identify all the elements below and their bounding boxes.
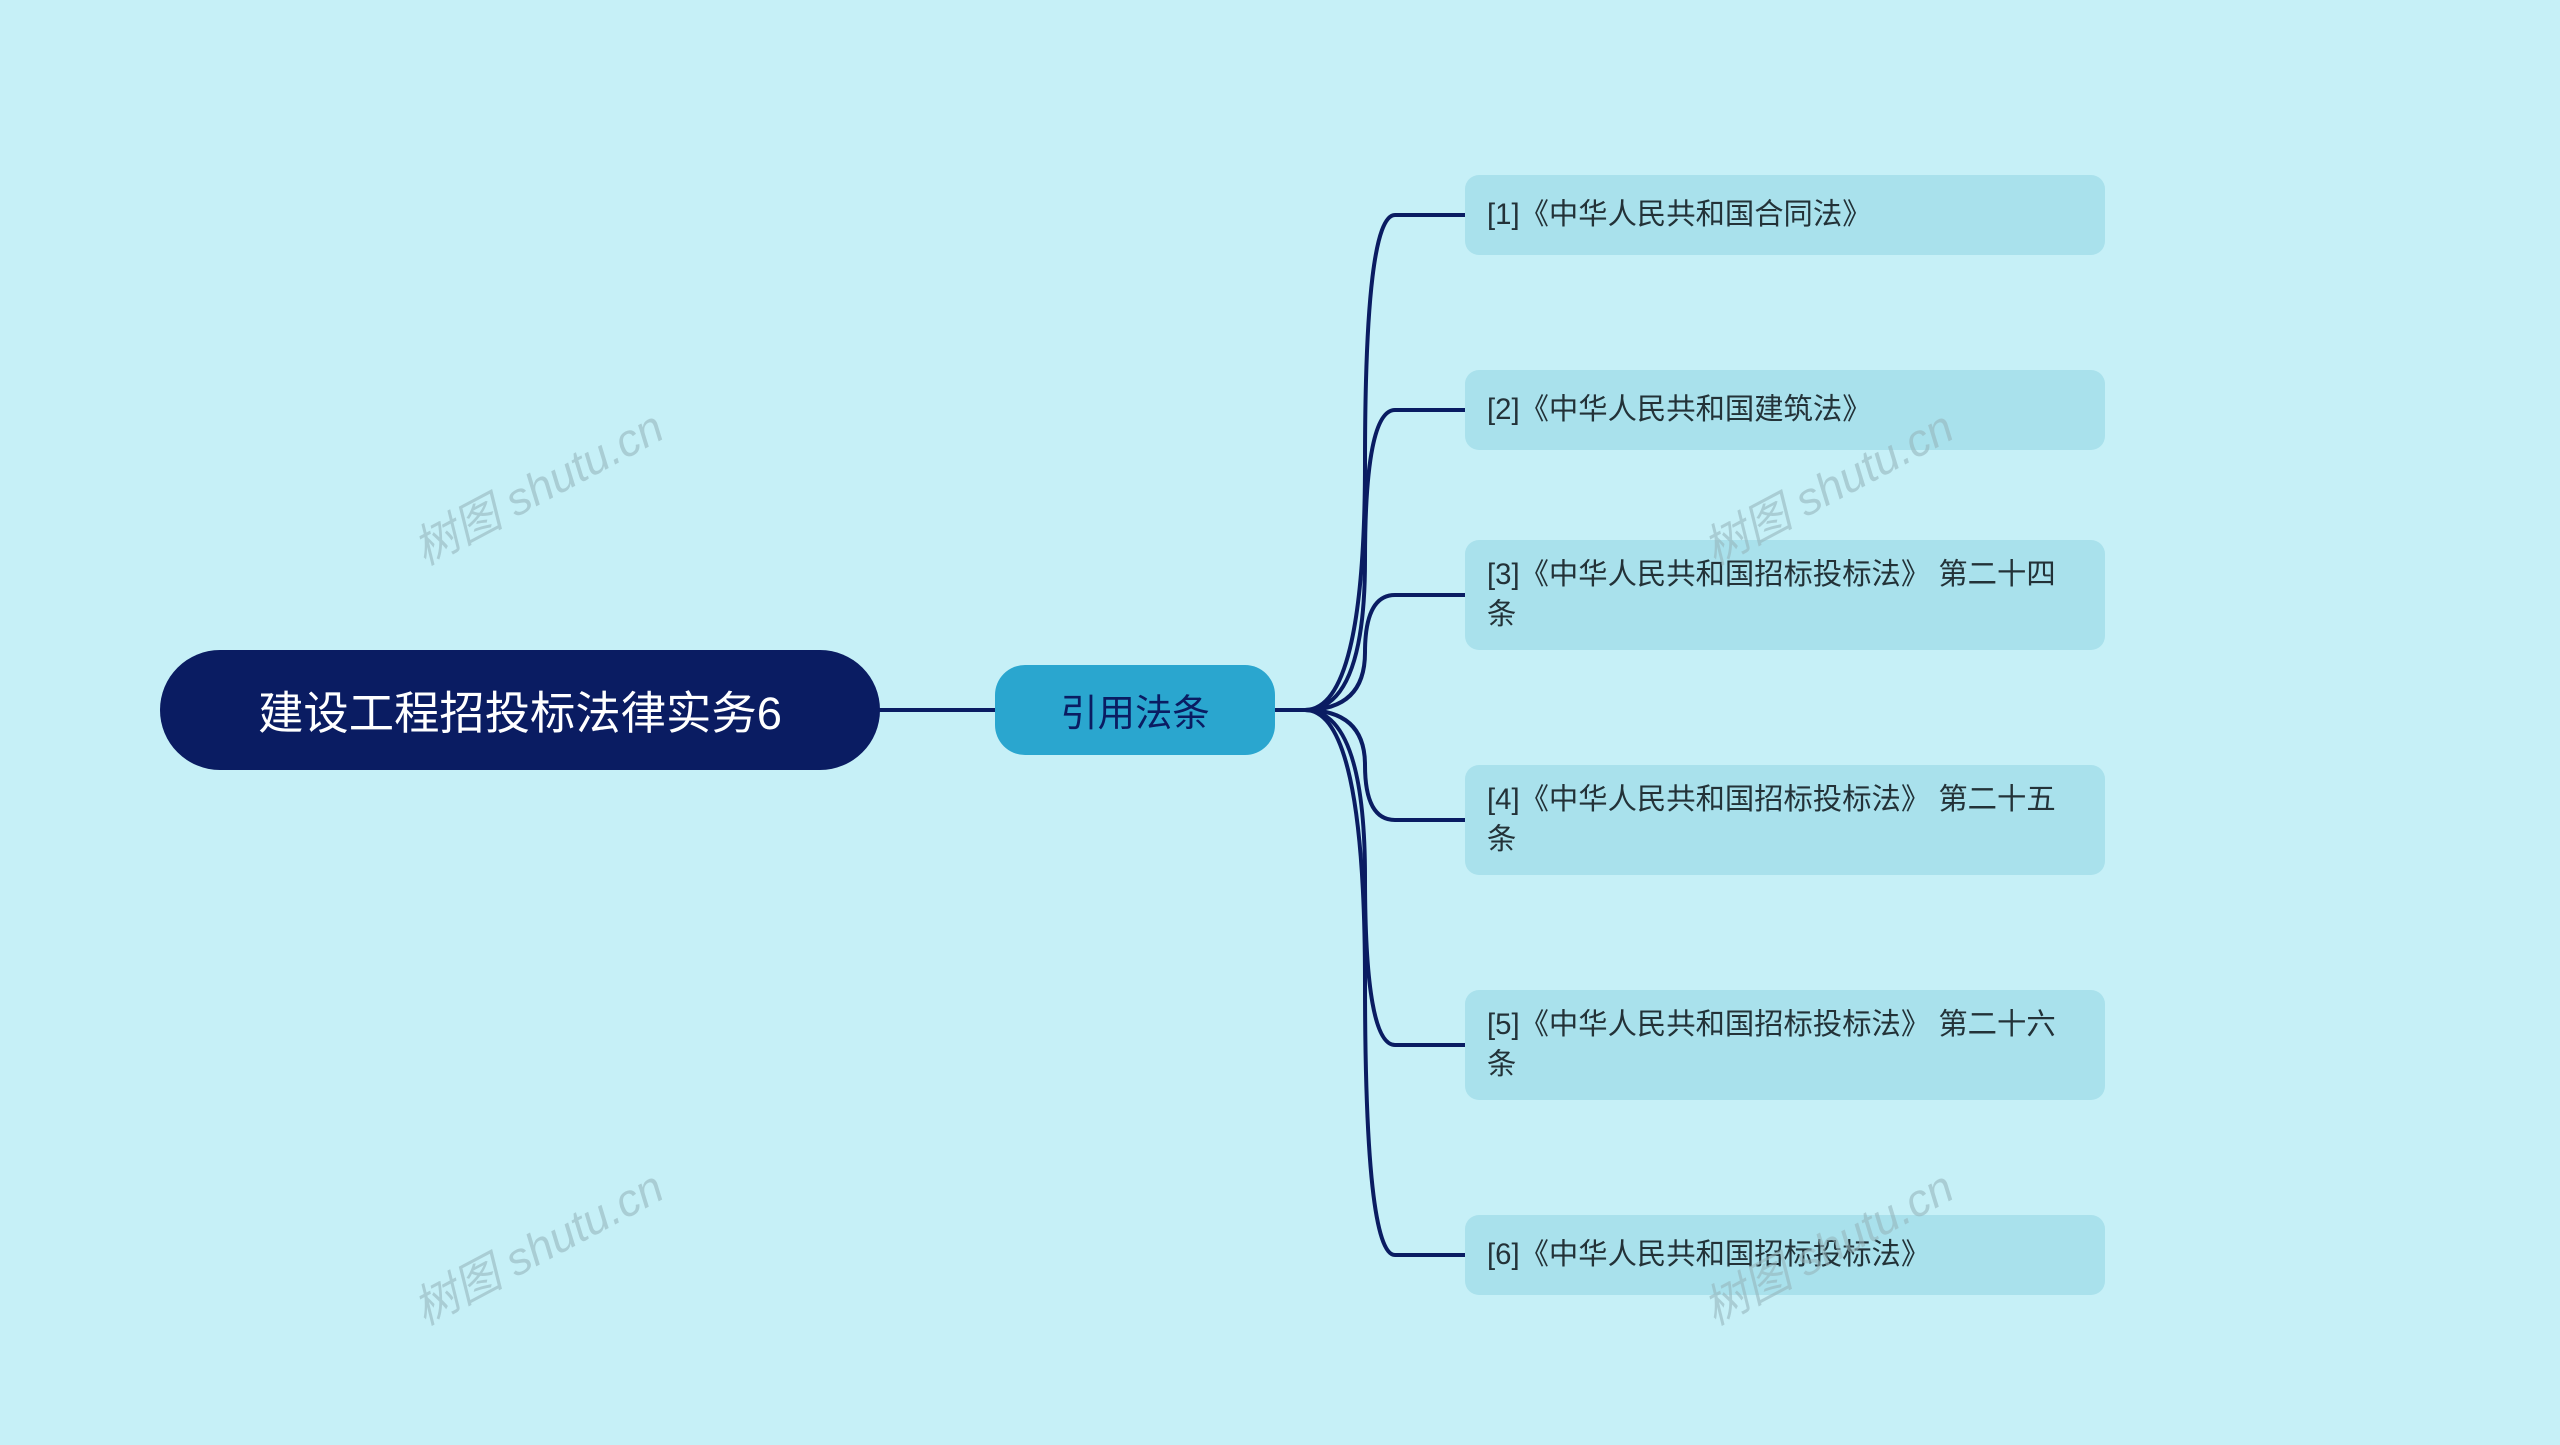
leaf-node-3[interactable]: [3]《中华人民共和国招标投标法》 第二十四条	[1465, 540, 2105, 650]
leaf-node-4[interactable]: [4]《中华人民共和国招标投标法》 第二十五条	[1465, 765, 2105, 875]
mid-node[interactable]: 引用法条	[995, 665, 1275, 755]
leaf-node-6[interactable]: [6]《中华人民共和国招标投标法》	[1465, 1215, 2105, 1295]
leaf-node-1[interactable]: [1]《中华人民共和国合同法》	[1465, 175, 2105, 255]
leaf-label: [4]《中华人民共和国招标投标法》 第二十五条	[1487, 780, 2083, 859]
leaf-label: [5]《中华人民共和国招标投标法》 第二十六条	[1487, 1005, 2083, 1084]
mid-label: 引用法条	[1060, 683, 1209, 737]
leaf-label: [3]《中华人民共和国招标投标法》 第二十四条	[1487, 555, 2083, 634]
leaf-node-5[interactable]: [5]《中华人民共和国招标投标法》 第二十六条	[1465, 990, 2105, 1100]
leaf-label: [1]《中华人民共和国合同法》	[1487, 195, 1872, 235]
mindmap-canvas: 建设工程招投标法律实务6 引用法条 [1]《中华人民共和国合同法》 [2]《中华人…	[0, 0, 2560, 1445]
root-label: 建设工程招投标法律实务6	[258, 677, 782, 743]
watermark: 树图 shutu.cn	[400, 1151, 673, 1338]
watermark: 树图 shutu.cn	[400, 391, 673, 578]
root-node[interactable]: 建设工程招投标法律实务6	[160, 650, 880, 770]
leaf-label: [6]《中华人民共和国招标投标法》	[1487, 1235, 1930, 1275]
leaf-label: [2]《中华人民共和国建筑法》	[1487, 390, 1872, 430]
leaf-node-2[interactable]: [2]《中华人民共和国建筑法》	[1465, 370, 2105, 450]
